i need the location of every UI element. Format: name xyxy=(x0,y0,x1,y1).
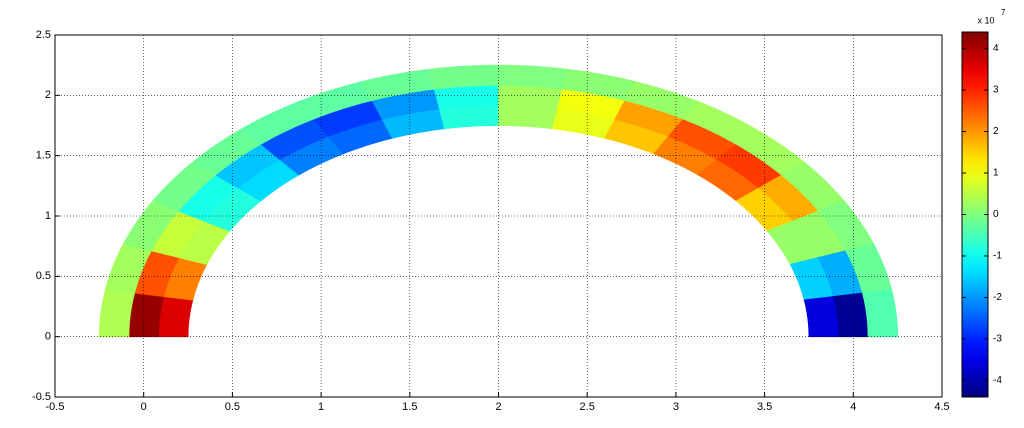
x-tick-label: 2.5 xyxy=(580,401,595,413)
x-tick-label: 1.5 xyxy=(402,401,417,413)
colorbar-tick-label: 0 xyxy=(993,209,999,220)
y-tick-label: 2.5 xyxy=(36,29,51,41)
x-tick-label: 3 xyxy=(673,401,679,413)
field-cell xyxy=(128,292,165,338)
y-tick-label: 2 xyxy=(45,89,51,101)
x-tick-label: 4 xyxy=(850,401,856,413)
field-cell xyxy=(158,296,194,338)
colorbar-tick-label: 3 xyxy=(993,85,999,96)
colorbar-tick-label: -1 xyxy=(993,251,1002,262)
x-tick-label: 0 xyxy=(141,401,147,413)
colorbar-tick-label: -3 xyxy=(993,334,1002,345)
colorbar-tick-label: -2 xyxy=(993,292,1002,303)
y-tick-label: 0.5 xyxy=(36,270,51,282)
y-tick-label: 1 xyxy=(45,210,51,222)
axes-box xyxy=(54,34,943,398)
x-tick-label: 1 xyxy=(318,401,324,413)
x-tick-label: 4.5 xyxy=(934,401,949,413)
field-cell xyxy=(433,84,499,110)
colorbar-tick-label: 4 xyxy=(993,43,999,54)
colorbar-tick-label: -4 xyxy=(993,375,1002,386)
field-cell xyxy=(861,289,899,338)
field-cell xyxy=(438,104,499,130)
y-tick-label: 0 xyxy=(45,331,51,343)
y-tick-label: 1.5 xyxy=(36,150,51,162)
colorbar-tick-label: 1 xyxy=(993,168,999,179)
field-cell xyxy=(498,64,569,90)
field-cell xyxy=(498,84,564,110)
field-cell xyxy=(98,289,136,338)
colorbar-label: x 10 xyxy=(977,15,994,25)
field-cell xyxy=(803,296,839,338)
x-tick-label: 0.5 xyxy=(225,401,240,413)
x-tick-label: 3.5 xyxy=(757,401,772,413)
x-tick-label: 2 xyxy=(495,401,501,413)
x-tick-label: -0.5 xyxy=(46,401,65,413)
colorbar-tick-label: 2 xyxy=(993,126,999,137)
field-cell xyxy=(428,64,499,90)
colorbar-exponent: 7 xyxy=(1001,8,1006,17)
field xyxy=(98,64,899,338)
y-tick-label: -0.5 xyxy=(32,391,51,403)
field-cell xyxy=(832,292,869,338)
field-cell xyxy=(498,104,559,130)
